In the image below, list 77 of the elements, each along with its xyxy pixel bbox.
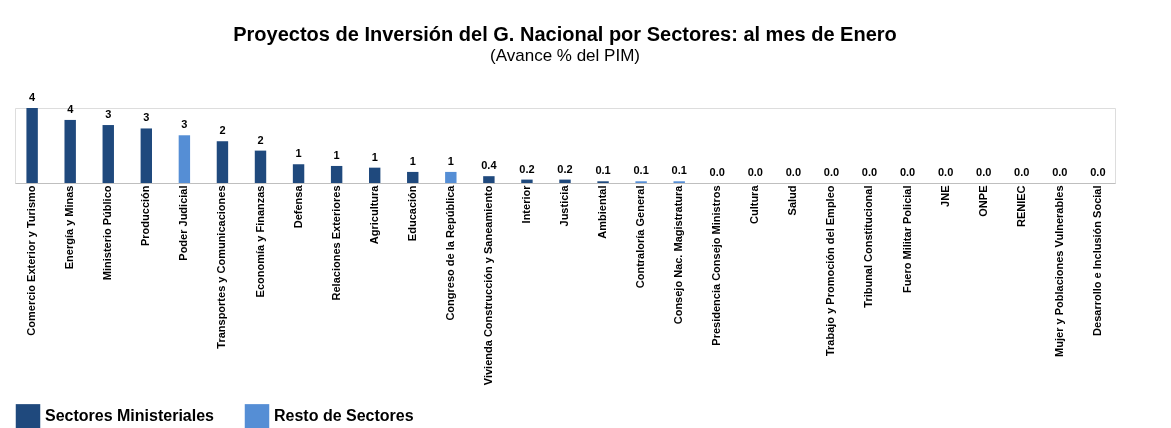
data-label: 1	[333, 148, 340, 161]
data-label: 0.0	[709, 166, 725, 178]
x-tick-label: JNE	[938, 185, 951, 207]
bar	[140, 128, 153, 183]
legend-label: Resto de Sectores	[274, 407, 414, 425]
bar	[445, 171, 457, 183]
x-tick-label: Ministerio Público	[101, 185, 114, 281]
data-label: 0.0	[976, 166, 992, 178]
x-tick-label: Educación	[405, 185, 418, 242]
x-tick-label: Tribunal Constitucional	[862, 185, 875, 308]
bar	[330, 165, 343, 183]
data-label: 2	[257, 133, 264, 146]
x-tick-label: Desarrollo e Inclusión Social	[1090, 185, 1103, 336]
data-label: 0.1	[633, 164, 649, 177]
data-label: 0.4	[481, 159, 498, 172]
x-tick-label: Fuero Militar Policial	[900, 185, 913, 294]
chart-title: Proyectos de Inversión del G. Nacional por Sectores: al mes de Enero	[233, 23, 897, 45]
data-label: 0.2	[557, 162, 573, 175]
data-label: 3	[181, 118, 188, 131]
x-tick-label: Presidencia Consejo Ministros	[710, 185, 723, 346]
x-tick-label: Vivienda Construcción y Saneamiento	[481, 185, 494, 386]
data-label: 4	[29, 91, 37, 103]
x-tick-label: Poder Judicial	[177, 185, 190, 261]
bar	[64, 119, 76, 183]
x-tick-label: Consejo Nac. Magistratura	[672, 184, 685, 325]
x-tick-label: Agricultura	[367, 184, 380, 245]
x-tick-label: Justicia	[558, 184, 570, 227]
bar	[254, 150, 267, 183]
x-tick-label: Economía y Finanzas	[253, 185, 266, 298]
data-label: 0.0	[861, 166, 878, 178]
data-label: 1	[371, 150, 378, 163]
x-tick-label: Mujer y Poblaciones Vulnerables	[1052, 185, 1065, 357]
data-label: 0.2	[519, 162, 535, 175]
x-tick-label: Comercio Exterior y Turismo	[25, 185, 38, 336]
x-tick-label: Cultura	[748, 184, 761, 224]
data-label: 0.1	[595, 164, 611, 177]
data-label: 0.1	[671, 164, 687, 177]
data-label: 0.0	[1014, 166, 1030, 178]
bar	[559, 179, 571, 183]
bar	[216, 141, 229, 183]
x-tick-label: Relaciones Exteriores	[329, 185, 342, 301]
data-label: 0.0	[1090, 166, 1106, 178]
x-tick-label: Salud	[786, 185, 799, 216]
bar	[483, 176, 495, 183]
bar	[407, 171, 419, 183]
data-label: 0.0	[785, 166, 802, 178]
data-label: 0.0	[1052, 166, 1068, 178]
data-label: 0.0	[747, 166, 763, 178]
data-label: 0.0	[823, 166, 840, 178]
x-tick-label: Defensa	[291, 184, 304, 229]
x-tick-label: ONPE	[976, 185, 989, 217]
chart-subtitle: (Avance % del PIM)	[490, 46, 640, 65]
data-label: 4	[67, 102, 75, 115]
x-tick-label: Trabajo y Promoción del Empleo	[824, 185, 837, 357]
data-label: 3	[105, 108, 112, 121]
x-tick-label: Interior	[519, 184, 532, 224]
x-tick-label: Transportes y Comunicaciones	[215, 185, 228, 349]
bar	[26, 108, 38, 183]
data-label: 1	[409, 154, 416, 167]
x-tick-label: Ambiental	[596, 185, 609, 239]
bar	[521, 179, 533, 183]
data-label: 3	[143, 111, 150, 124]
x-tick-label: Energía y Minas	[63, 185, 76, 270]
x-tick-label: Congreso de la República	[443, 184, 456, 321]
bar	[292, 164, 305, 183]
bar	[368, 167, 381, 183]
bar	[102, 125, 114, 183]
legend-label: Sectores Ministeriales	[45, 407, 215, 425]
data-label: 1	[447, 154, 454, 167]
data-label: 0.0	[899, 166, 916, 178]
x-tick-label: RENIEC	[1014, 185, 1027, 228]
bar	[178, 135, 191, 183]
x-tick-label: Contraloría General	[634, 185, 647, 289]
data-label: 0.0	[937, 166, 954, 178]
data-label: 2	[219, 124, 226, 137]
x-tick-label: Producción	[139, 185, 152, 247]
data-label: 1	[295, 147, 302, 160]
